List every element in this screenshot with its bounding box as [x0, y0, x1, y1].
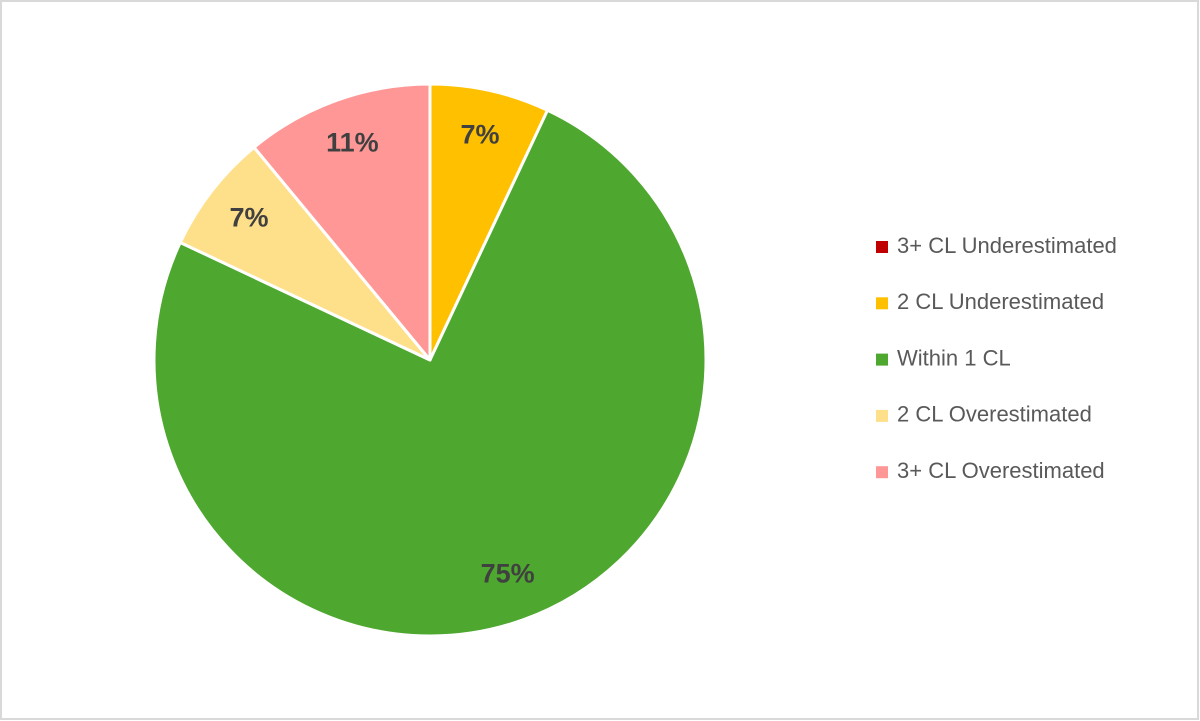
legend-label: 3+ CL Overestimated	[897, 458, 1105, 483]
pie-slice	[428, 82, 550, 362]
data-label: 11%	[326, 128, 379, 158]
data-label: 7%	[229, 203, 268, 233]
legend-swatch	[876, 297, 888, 310]
pie-slice	[152, 108, 708, 638]
pie-slice	[252, 82, 432, 362]
legend-label: 2 CL Underestimated	[897, 289, 1104, 314]
data-label: 7%	[460, 120, 499, 150]
legend-label: 3+ CL Underestimated	[897, 233, 1117, 258]
legend-swatch	[876, 466, 888, 479]
pie-slice	[178, 145, 432, 362]
data-label: 75%	[481, 559, 535, 589]
legend-swatch	[876, 353, 888, 366]
legend-label: Within 1 CL	[897, 345, 1011, 370]
legend-swatch	[876, 409, 888, 422]
legend-swatch	[876, 241, 888, 253]
legend-label: 2 CL Overestimated	[897, 402, 1092, 427]
